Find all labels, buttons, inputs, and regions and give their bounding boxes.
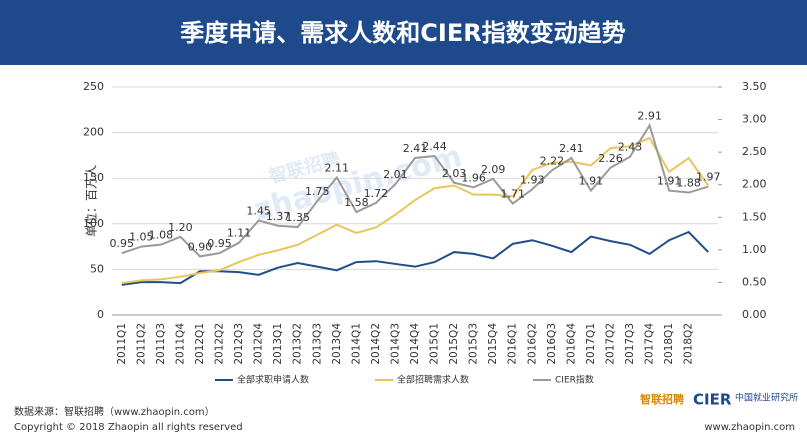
logo: CIER: [693, 391, 732, 409]
data-label: 1.72: [364, 187, 389, 200]
source: 数据来源：智联招聘（www.zhaopin.com）: [14, 405, 215, 418]
data-label: 1.91: [579, 175, 604, 188]
data-label: 1.08: [149, 229, 174, 242]
data-label: 2.26: [598, 152, 623, 165]
x-tick-label: 2012Q1: [194, 323, 206, 365]
x-tick-label: 2013Q3: [311, 323, 323, 365]
x-tick-label: 2012Q4: [253, 323, 265, 365]
data-label: 0.95: [207, 237, 232, 250]
data-label: 1.45: [246, 205, 271, 218]
y2-tick-label: 2.50: [742, 145, 767, 158]
data-label: 1.37: [266, 210, 291, 223]
data-label: 1.88: [676, 177, 701, 190]
x-tick-label: 2014Q4: [409, 323, 421, 365]
y-tick-label: 150: [83, 171, 104, 184]
legend-label: 全部招聘需求人数: [397, 374, 469, 386]
y-tick-label: 0: [97, 308, 104, 321]
y2-tick-label: 0.50: [742, 275, 767, 288]
y-tick-label: 50: [90, 262, 104, 275]
data-label: 2.09: [481, 163, 506, 176]
x-tick-label: 2018Q2: [683, 323, 695, 365]
x-tick-label: 2013Q2: [292, 323, 304, 365]
logo: 中国就业研究所: [735, 392, 798, 404]
data-label: 2.44: [422, 140, 447, 153]
y2-tick-label: 3.00: [742, 113, 767, 126]
x-tick-label: 2014Q2: [370, 323, 382, 365]
series-line: [121, 123, 709, 258]
y2-tick-label: 1.50: [742, 210, 767, 223]
x-tick-label: 2018Q1: [663, 323, 675, 365]
data-label: 1.75: [305, 185, 330, 198]
legend-label: CIER指数: [555, 374, 594, 386]
x-tick-label: 2015Q2: [448, 323, 460, 365]
legend-label: 全部求职申请人数: [237, 374, 309, 386]
x-tick-label: 2016Q4: [565, 323, 577, 365]
x-tick-label: 2017Q1: [585, 323, 597, 365]
y2-tick-label: 3.50: [742, 80, 767, 93]
logo: 智联招聘: [640, 392, 684, 406]
x-tick-label: 2016Q1: [507, 323, 519, 365]
data-label: 2.11: [325, 162, 350, 175]
x-tick-label: 2012Q3: [233, 323, 245, 365]
x-tick-label: 2014Q1: [350, 323, 362, 365]
y2-tick-label: 0.00: [742, 308, 767, 321]
x-tick-label: 2012Q2: [214, 323, 226, 365]
x-tick-label: 2011Q1: [116, 323, 128, 365]
title-bar: [0, 0, 807, 65]
url: www.zhaopin.com: [704, 422, 795, 433]
data-label: 0.90: [188, 240, 213, 253]
series-line: [121, 136, 710, 285]
data-label: 1.71: [500, 188, 525, 201]
data-label: 1.91: [657, 175, 682, 188]
x-tick-label: 2017Q4: [644, 323, 656, 365]
x-tick-label: 2014Q3: [389, 323, 401, 365]
data-label: 2.91: [637, 109, 662, 122]
x-tick-label: 2015Q4: [487, 323, 499, 365]
data-label: 2.03: [442, 167, 467, 180]
data-label: 1.97: [696, 171, 721, 184]
copyright: Copyright © 2018 Zhaopin all rights rese…: [14, 422, 243, 433]
x-tick-label: 2016Q2: [526, 323, 538, 365]
x-tick-label: 2011Q2: [135, 323, 147, 365]
data-label: 2.41: [559, 142, 584, 155]
data-label: 2.01: [383, 168, 408, 181]
data-label: 0.95: [110, 237, 135, 250]
x-tick-label: 2015Q3: [468, 323, 480, 365]
y2-tick-label: 1.00: [742, 243, 767, 256]
x-tick-label: 2017Q2: [604, 323, 616, 365]
x-tick-label: 2016Q3: [546, 323, 558, 365]
y-tick-label: 200: [83, 126, 104, 139]
data-label: 1.96: [461, 171, 486, 184]
y2-tick-label: 2.00: [742, 178, 767, 191]
x-tick-label: 2013Q4: [331, 323, 343, 365]
x-tick-label: 2017Q3: [624, 323, 636, 365]
data-label: 2.43: [618, 141, 643, 154]
y-tick-label: 250: [83, 80, 104, 93]
data-label: 1.93: [520, 173, 545, 186]
data-label: 2.41: [403, 142, 428, 155]
data-label: 1.35: [285, 211, 310, 224]
x-tick-label: 2011Q4: [174, 323, 186, 365]
data-label: 1.11: [227, 227, 252, 240]
x-tick-label: 2015Q1: [429, 323, 441, 365]
y-axis-label: 单位：百万人: [84, 165, 99, 237]
y-tick-label: 100: [83, 217, 104, 230]
data-label: 1.05: [129, 231, 154, 244]
data-label: 2.22: [540, 154, 565, 167]
x-tick-label: 2011Q3: [155, 323, 167, 365]
x-tick-label: 2013Q1: [272, 323, 284, 365]
data-label: 1.20: [168, 221, 193, 234]
data-label: 1.58: [344, 196, 369, 209]
chart-title: 季度申请、需求人数和CIER指数变动趋势: [180, 19, 625, 47]
